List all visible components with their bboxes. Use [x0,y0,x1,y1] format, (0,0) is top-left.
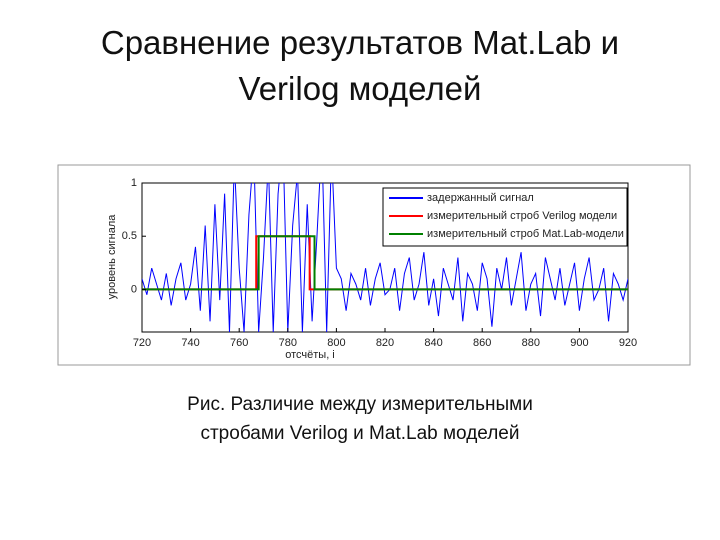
x-tick-label: 840 [424,337,442,349]
x-tick-label: 760 [230,337,248,349]
x-tick-label: 900 [570,337,588,349]
legend-label: задержанный сигнал [427,192,534,204]
slide-title: Сравнение результатов Mat.Lab и Verilog … [100,24,620,107]
legend-box [382,187,628,247]
x-tick-label: 740 [181,337,199,349]
series-line [142,235,628,291]
plot-lines [142,183,628,332]
x-tick-label: 720 [133,337,151,349]
legend-label: измерительный строб Mat.Lab-модели [427,228,624,240]
x-tick-label: 800 [327,337,345,349]
y-tick-label: 1 [131,177,137,189]
series-line [142,183,628,332]
caption: Рис. Различие между измерительными строб… [187,394,533,444]
x-tick-label: 820 [376,337,394,349]
x-tick-label: 780 [279,337,297,349]
y-tick-label: 0.5 [122,230,137,242]
y-tick-label: 0 [131,283,137,295]
x-axis-label: отсчёты, i [285,349,335,361]
x-tick-label: 880 [522,337,540,349]
x-tick-label: 920 [619,337,637,349]
x-tick-label: 860 [473,337,491,349]
legend-label: измерительный строб Verilog модели [427,210,617,222]
y-axis-label: уровень сигнала [106,214,118,300]
